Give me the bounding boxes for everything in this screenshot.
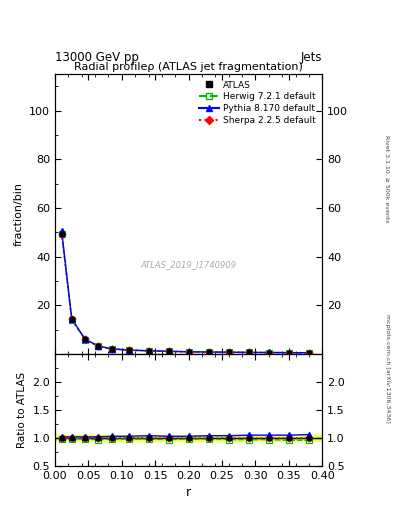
- X-axis label: r: r: [186, 486, 191, 499]
- Bar: [55, 435, 322, 441]
- Text: Rivet 3.1.10, ≥ 500k events: Rivet 3.1.10, ≥ 500k events: [385, 135, 389, 223]
- Y-axis label: fraction/bin: fraction/bin: [14, 182, 24, 246]
- Title: Radial profileρ (ATLAS jet fragmentation): Radial profileρ (ATLAS jet fragmentation…: [74, 62, 303, 72]
- Text: ATLAS_2019_I1740909: ATLAS_2019_I1740909: [141, 260, 237, 269]
- Text: Jets: Jets: [301, 51, 322, 64]
- Bar: [55, 437, 322, 439]
- Y-axis label: Ratio to ATLAS: Ratio to ATLAS: [17, 372, 27, 448]
- Legend: ATLAS, Herwig 7.2.1 default, Pythia 8.170 default, Sherpa 2.2.5 default: ATLAS, Herwig 7.2.1 default, Pythia 8.17…: [195, 77, 320, 129]
- Text: mcplots.cern.ch [arXiv:1306.3436]: mcplots.cern.ch [arXiv:1306.3436]: [385, 314, 389, 423]
- Text: 13000 GeV pp: 13000 GeV pp: [55, 51, 139, 64]
